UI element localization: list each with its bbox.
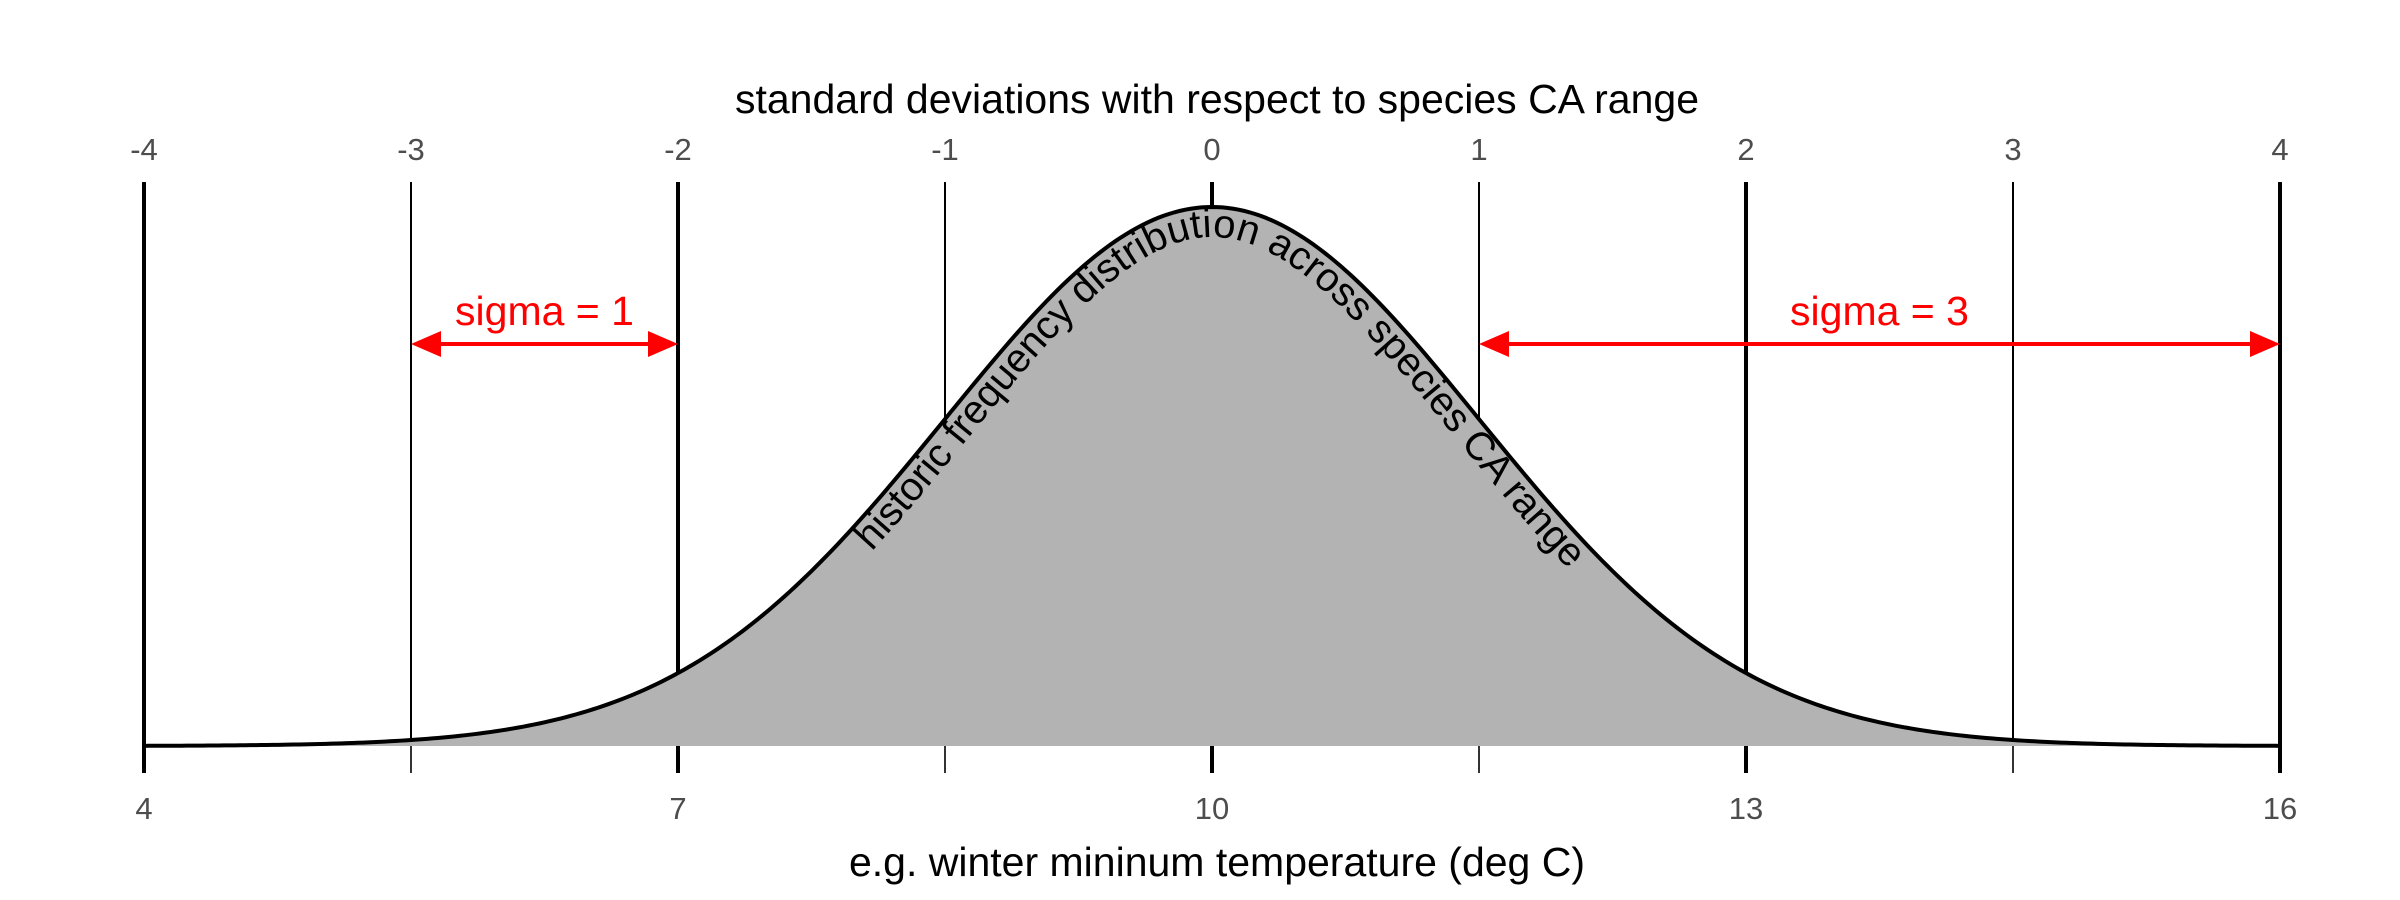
- top-axis-tick-labels: -4 -3 -2 -1 0 1 2 3 4: [130, 132, 2288, 167]
- bottom-axis-title: e.g. winter mininum temperature (deg C): [849, 839, 1585, 885]
- sigma-annotation-2: sigma = 3: [1479, 288, 2280, 357]
- top-tick-label: -2: [664, 132, 692, 167]
- top-tick-label: 4: [2271, 132, 2288, 167]
- top-tick-label: -4: [130, 132, 158, 167]
- top-tick-label: -1: [931, 132, 959, 167]
- bottom-axis-tick-labels: 4 7 10 13 16: [135, 791, 2297, 826]
- sigma-label: sigma = 3: [1790, 288, 1969, 334]
- sigma-annotations: sigma = 1 sigma = 3: [411, 288, 2280, 357]
- sigma-arrow-head-left: [411, 331, 441, 357]
- bottom-tick-label: 16: [2263, 791, 2297, 826]
- top-tick-label: 3: [2004, 132, 2021, 167]
- top-tick-label: 0: [1203, 132, 1220, 167]
- distribution-curve: [143, 204, 2281, 748]
- sigma-arrow-head-right: [2250, 331, 2280, 357]
- distribution-area: [144, 207, 2280, 746]
- sigma-label: sigma = 1: [455, 288, 634, 334]
- bottom-tick-label: 7: [669, 791, 686, 826]
- bottom-axis-ticks: [142, 746, 2282, 773]
- top-tick-label: 1: [1470, 132, 1487, 167]
- bottom-tick-label: 13: [1729, 791, 1763, 826]
- sigma-annotation-1: sigma = 1: [411, 288, 678, 357]
- bottom-tick-label: 4: [135, 791, 152, 826]
- top-axis-title: standard deviations with respect to spec…: [735, 76, 1699, 122]
- bottom-tick-label: 10: [1195, 791, 1229, 826]
- top-tick-label: 2: [1737, 132, 1754, 167]
- top-tick-label: -3: [397, 132, 425, 167]
- sigma-arrow-head-left: [1479, 331, 1509, 357]
- sigma-arrow-head-right: [648, 331, 678, 357]
